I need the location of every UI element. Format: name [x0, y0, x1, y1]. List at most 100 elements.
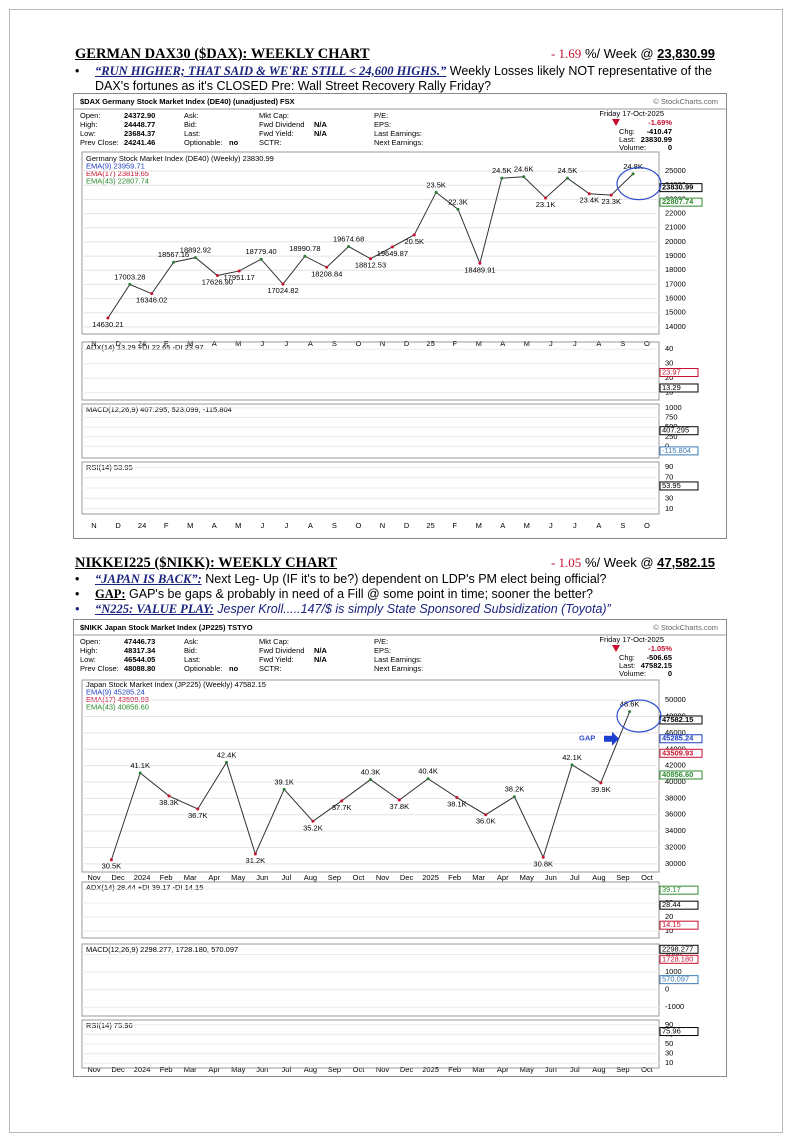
value-badge [659, 770, 703, 780]
price-point [106, 316, 110, 320]
x-tick-label: M [187, 339, 193, 348]
info-label: Open: [80, 111, 100, 120]
x-tick-label: May [520, 1065, 534, 1074]
legend-entry: Japan Stock Market Index (JP225) (Weekly… [86, 680, 266, 689]
value-badge-label: -115.804 [662, 446, 691, 455]
price-point [599, 781, 603, 785]
price-annotation: 36.0K [476, 817, 496, 826]
x-tick-label: N [380, 521, 385, 530]
x-tick-label: M [235, 521, 241, 530]
price-point [128, 282, 132, 286]
quote-pct: -1.05% [648, 644, 672, 653]
price-point [138, 771, 142, 775]
price-point [456, 207, 460, 211]
indicator-pane [81, 881, 660, 939]
x-tick-label: J [549, 521, 553, 530]
y-tick-label: 20 [665, 912, 673, 921]
info-label: SCTR: [259, 138, 282, 147]
bullet: • GAP: GAP's be gaps & probably in need o… [75, 587, 593, 601]
value-badge-label: 13.29 [662, 383, 681, 392]
quote-value: 47582.15 [641, 661, 672, 670]
value-badge-label: 2298.277 [662, 944, 693, 953]
quote-label: Volume: [619, 669, 646, 678]
value-badge-label: 40856.60 [662, 770, 693, 779]
price-annotation: 38.1K [447, 800, 467, 809]
indicator-pane [81, 943, 660, 1017]
y-tick-label: 50000 [665, 695, 686, 704]
x-tick-label: Jul [282, 873, 292, 882]
y-tick-label: 22000 [665, 209, 686, 218]
bullet-text: GAP's be gaps & probably in need of a Fi… [125, 587, 593, 601]
x-tick-label: Jun [545, 873, 557, 882]
info-label: Open: [80, 637, 100, 646]
x-tick-label: N [91, 521, 96, 530]
bullet-text: Next Leg- Up (IF it's to be?) dependent … [201, 572, 607, 586]
value-badge-label: 23830.99 [662, 183, 693, 192]
quote-value: 23830.99 [641, 135, 672, 144]
y-tick-label: 14000 [665, 322, 686, 331]
price-annotation: 39.1K [274, 777, 294, 786]
info-label: Last: [184, 129, 200, 138]
legend-entry: EMA(9) 45285.24 [86, 687, 145, 696]
chart-image: $NIKK Japan Stock Market Index (JP225) T… [73, 619, 727, 1077]
y-tick-label: 44000 [665, 744, 686, 753]
price-point [282, 787, 286, 791]
chart-image: $DAX Germany Stock Market Index (DE40) (… [73, 93, 727, 539]
price-annotation: 24.6K [514, 165, 534, 174]
price-annotation: 24.5K [558, 166, 578, 175]
x-tick-label: Jun [545, 1065, 557, 1074]
x-tick-label: A [500, 339, 505, 348]
bullet-text: Weekly Losses likely NOT representative … [95, 64, 712, 93]
x-tick-label: A [212, 339, 217, 348]
indicator-title: ADX(14) 13.29 +DI 22.65 -DI 23.97 [86, 343, 203, 352]
y-tick-label: 46000 [665, 728, 686, 737]
value-badge-label: 28.44 [662, 900, 681, 909]
indicator-title: MACD(12,26,9) 407.295, 523.099, -115.804 [86, 405, 232, 414]
quote-date: Friday 17-Oct-2025 [599, 109, 664, 118]
info-label: Fwd Dividend [259, 646, 304, 655]
x-tick-label: S [620, 339, 625, 348]
price-annotation: 18990.78 [289, 244, 320, 253]
y-tick-label: 0 [665, 985, 669, 994]
price-annotation: 37.8K [389, 802, 409, 811]
credit: © StockCharts.com [653, 97, 718, 106]
info-value: 24372.90 [124, 111, 155, 120]
quote-label: Chg: [619, 653, 635, 662]
x-tick-label: O [644, 521, 650, 530]
x-tick-label: O [644, 339, 650, 348]
price-annotation: 17951.17 [224, 273, 255, 282]
x-tick-label: Feb [448, 1065, 461, 1074]
x-tick-label: Dec [400, 1065, 414, 1074]
info-value: 23684.37 [124, 129, 155, 138]
x-tick-label: Oct [641, 873, 654, 882]
x-tick-label: M [476, 339, 482, 348]
bullet-emphasis: “N225: VALUE PLAY: [95, 602, 214, 616]
info-label: Last: [184, 655, 200, 664]
x-tick-label: M [524, 521, 530, 530]
weekly-change: - 1.05 %/ Week @ 47,582.15 [551, 555, 715, 571]
legend-entry: Germany Stock Market Index (DE40) (Weekl… [86, 154, 274, 163]
indicator-pane [81, 341, 660, 401]
value-badge [659, 920, 699, 930]
x-tick-label: S [620, 521, 625, 530]
legend-entry: EMA(17) 43509.93 [86, 695, 149, 704]
info-label: Optionable: [184, 664, 222, 673]
x-tick-label: O [356, 521, 362, 530]
price-point [484, 813, 488, 817]
x-tick-label: D [115, 521, 121, 530]
x-tick-label: M [235, 339, 241, 348]
bullet-emphasis: “RUN HIGHER; THAT SAID & WE'RE STILL < 2… [95, 64, 447, 78]
bullet: • “RUN HIGHER; THAT SAID & WE'RE STILL < … [75, 64, 712, 93]
value-badge [659, 885, 699, 895]
x-tick-label: F [452, 339, 457, 348]
info-value: N/A [314, 120, 328, 129]
price-annotation: 18489.91 [464, 265, 495, 274]
indicator-title: RSI(14) 75.96 [86, 1021, 133, 1030]
price-annotation: 24.5K [492, 166, 512, 175]
y-tick-label: -1000 [665, 1002, 684, 1011]
price-annotation: 23.5K [426, 180, 446, 189]
x-tick-label: Mar [184, 873, 197, 882]
x-tick-label: F [452, 521, 457, 530]
x-tick-label: Jul [570, 1065, 580, 1074]
info-label: Bid: [184, 646, 197, 655]
